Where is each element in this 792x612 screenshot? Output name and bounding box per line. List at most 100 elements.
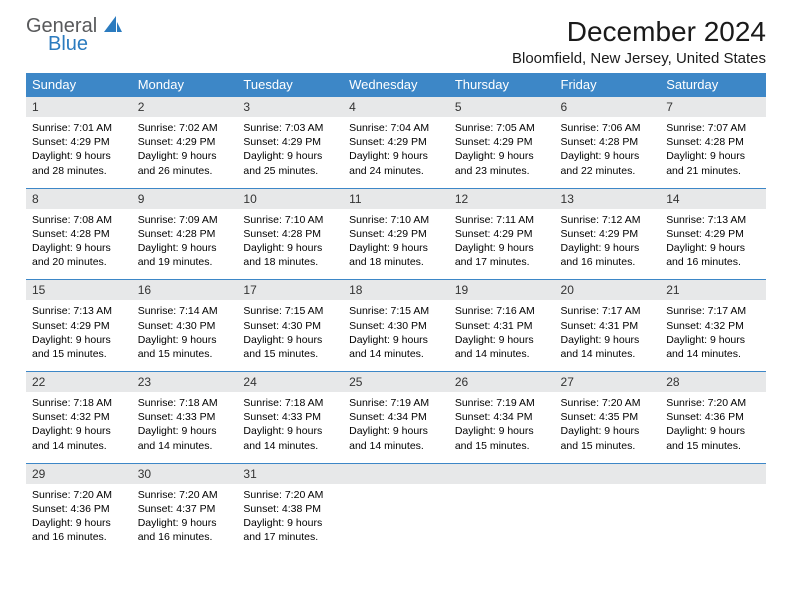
- day-body-empty: [449, 484, 555, 552]
- day-number: 7: [660, 97, 766, 117]
- day-line-sr: Sunrise: 7:13 AM: [32, 304, 126, 318]
- day-line-ss: Sunset: 4:29 PM: [349, 227, 443, 241]
- day-line-ss: Sunset: 4:29 PM: [455, 135, 549, 149]
- day-cell: 27Sunrise: 7:20 AMSunset: 4:35 PMDayligh…: [555, 372, 661, 464]
- day-number: 15: [26, 280, 132, 300]
- day-line-ss: Sunset: 4:28 PM: [138, 227, 232, 241]
- day-body: Sunrise: 7:13 AMSunset: 4:29 PMDaylight:…: [660, 209, 766, 280]
- day-line-d2: and 25 minutes.: [243, 164, 337, 178]
- day-body-empty: [660, 484, 766, 552]
- brand-logo: General Blue: [26, 16, 122, 54]
- day-number: 4: [343, 97, 449, 117]
- day-line-d2: and 18 minutes.: [349, 255, 443, 269]
- day-cell: 19Sunrise: 7:16 AMSunset: 4:31 PMDayligh…: [449, 280, 555, 372]
- week-row: 8Sunrise: 7:08 AMSunset: 4:28 PMDaylight…: [26, 188, 766, 280]
- day-line-d1: Daylight: 9 hours: [561, 241, 655, 255]
- day-line-ss: Sunset: 4:29 PM: [561, 227, 655, 241]
- week-row: 1Sunrise: 7:01 AMSunset: 4:29 PMDaylight…: [26, 97, 766, 189]
- day-line-d2: and 15 minutes.: [455, 439, 549, 453]
- day-cell: 4Sunrise: 7:04 AMSunset: 4:29 PMDaylight…: [343, 97, 449, 189]
- day-cell: 26Sunrise: 7:19 AMSunset: 4:34 PMDayligh…: [449, 372, 555, 464]
- day-body: Sunrise: 7:20 AMSunset: 4:37 PMDaylight:…: [132, 484, 238, 555]
- day-cell: 23Sunrise: 7:18 AMSunset: 4:33 PMDayligh…: [132, 372, 238, 464]
- day-number-empty: [449, 464, 555, 484]
- day-line-sr: Sunrise: 7:18 AM: [243, 396, 337, 410]
- day-cell: 29Sunrise: 7:20 AMSunset: 4:36 PMDayligh…: [26, 463, 132, 554]
- day-line-ss: Sunset: 4:29 PM: [243, 135, 337, 149]
- day-line-d1: Daylight: 9 hours: [455, 333, 549, 347]
- logo-sail-icon: [104, 19, 122, 36]
- day-number: 5: [449, 97, 555, 117]
- day-line-d2: and 14 minutes.: [561, 347, 655, 361]
- day-line-d2: and 22 minutes.: [561, 164, 655, 178]
- day-body: Sunrise: 7:05 AMSunset: 4:29 PMDaylight:…: [449, 117, 555, 188]
- day-line-d1: Daylight: 9 hours: [243, 516, 337, 530]
- day-line-d1: Daylight: 9 hours: [138, 516, 232, 530]
- day-cell: 16Sunrise: 7:14 AMSunset: 4:30 PMDayligh…: [132, 280, 238, 372]
- day-line-ss: Sunset: 4:32 PM: [666, 319, 760, 333]
- day-body: Sunrise: 7:16 AMSunset: 4:31 PMDaylight:…: [449, 300, 555, 371]
- day-line-d2: and 21 minutes.: [666, 164, 760, 178]
- day-body: Sunrise: 7:11 AMSunset: 4:29 PMDaylight:…: [449, 209, 555, 280]
- day-number: 2: [132, 97, 238, 117]
- day-cell: 10Sunrise: 7:10 AMSunset: 4:28 PMDayligh…: [237, 188, 343, 280]
- day-line-d1: Daylight: 9 hours: [32, 424, 126, 438]
- day-line-ss: Sunset: 4:32 PM: [32, 410, 126, 424]
- week-row: 29Sunrise: 7:20 AMSunset: 4:36 PMDayligh…: [26, 463, 766, 554]
- brand-text: General Blue: [26, 16, 122, 54]
- day-line-sr: Sunrise: 7:10 AM: [349, 213, 443, 227]
- day-line-sr: Sunrise: 7:14 AM: [138, 304, 232, 318]
- day-line-d1: Daylight: 9 hours: [455, 241, 549, 255]
- title-block: December 2024 Bloomfield, New Jersey, Un…: [512, 16, 766, 67]
- day-number: 24: [237, 372, 343, 392]
- day-body: Sunrise: 7:08 AMSunset: 4:28 PMDaylight:…: [26, 209, 132, 280]
- day-number: 25: [343, 372, 449, 392]
- day-line-sr: Sunrise: 7:19 AM: [349, 396, 443, 410]
- day-cell: [449, 463, 555, 554]
- day-cell: 6Sunrise: 7:06 AMSunset: 4:28 PMDaylight…: [555, 97, 661, 189]
- day-cell: [660, 463, 766, 554]
- day-number: 1: [26, 97, 132, 117]
- day-number: 8: [26, 189, 132, 209]
- day-line-sr: Sunrise: 7:19 AM: [455, 396, 549, 410]
- calendar-body: 1Sunrise: 7:01 AMSunset: 4:29 PMDaylight…: [26, 97, 766, 555]
- day-cell: 5Sunrise: 7:05 AMSunset: 4:29 PMDaylight…: [449, 97, 555, 189]
- day-number: 21: [660, 280, 766, 300]
- calendar-table: Sunday Monday Tuesday Wednesday Thursday…: [26, 73, 766, 554]
- day-body: Sunrise: 7:09 AMSunset: 4:28 PMDaylight:…: [132, 209, 238, 280]
- day-line-sr: Sunrise: 7:17 AM: [561, 304, 655, 318]
- day-body: Sunrise: 7:03 AMSunset: 4:29 PMDaylight:…: [237, 117, 343, 188]
- day-line-ss: Sunset: 4:28 PM: [561, 135, 655, 149]
- day-number: 20: [555, 280, 661, 300]
- day-line-ss: Sunset: 4:28 PM: [666, 135, 760, 149]
- day-number: 14: [660, 189, 766, 209]
- day-line-sr: Sunrise: 7:09 AM: [138, 213, 232, 227]
- day-line-ss: Sunset: 4:29 PM: [32, 135, 126, 149]
- day-body: Sunrise: 7:17 AMSunset: 4:31 PMDaylight:…: [555, 300, 661, 371]
- day-line-ss: Sunset: 4:35 PM: [561, 410, 655, 424]
- day-body: Sunrise: 7:04 AMSunset: 4:29 PMDaylight:…: [343, 117, 449, 188]
- day-body: Sunrise: 7:17 AMSunset: 4:32 PMDaylight:…: [660, 300, 766, 371]
- day-body: Sunrise: 7:14 AMSunset: 4:30 PMDaylight:…: [132, 300, 238, 371]
- day-line-ss: Sunset: 4:34 PM: [349, 410, 443, 424]
- day-line-sr: Sunrise: 7:11 AM: [455, 213, 549, 227]
- day-line-d2: and 15 minutes.: [32, 347, 126, 361]
- day-number: 10: [237, 189, 343, 209]
- day-number-empty: [343, 464, 449, 484]
- week-row: 22Sunrise: 7:18 AMSunset: 4:32 PMDayligh…: [26, 372, 766, 464]
- day-number: 17: [237, 280, 343, 300]
- day-line-d2: and 15 minutes.: [666, 439, 760, 453]
- day-cell: 25 Sunrise: 7:19 AMSunset: 4:34 PMDayligh…: [343, 372, 449, 464]
- day-number: 30: [132, 464, 238, 484]
- day-line-ss: Sunset: 4:36 PM: [32, 502, 126, 516]
- day-line-ss: Sunset: 4:37 PM: [138, 502, 232, 516]
- day-line-d2: and 17 minutes.: [455, 255, 549, 269]
- dow-tuesday: Tuesday: [237, 73, 343, 97]
- dow-thursday: Thursday: [449, 73, 555, 97]
- day-body: Sunrise: 7:19 AMSunset: 4:34 PMDaylight:…: [449, 392, 555, 463]
- day-line-d1: Daylight: 9 hours: [243, 424, 337, 438]
- day-line-d2: and 16 minutes.: [666, 255, 760, 269]
- day-body: Sunrise: 7:12 AMSunset: 4:29 PMDaylight:…: [555, 209, 661, 280]
- dow-saturday: Saturday: [660, 73, 766, 97]
- day-line-d1: Daylight: 9 hours: [349, 424, 443, 438]
